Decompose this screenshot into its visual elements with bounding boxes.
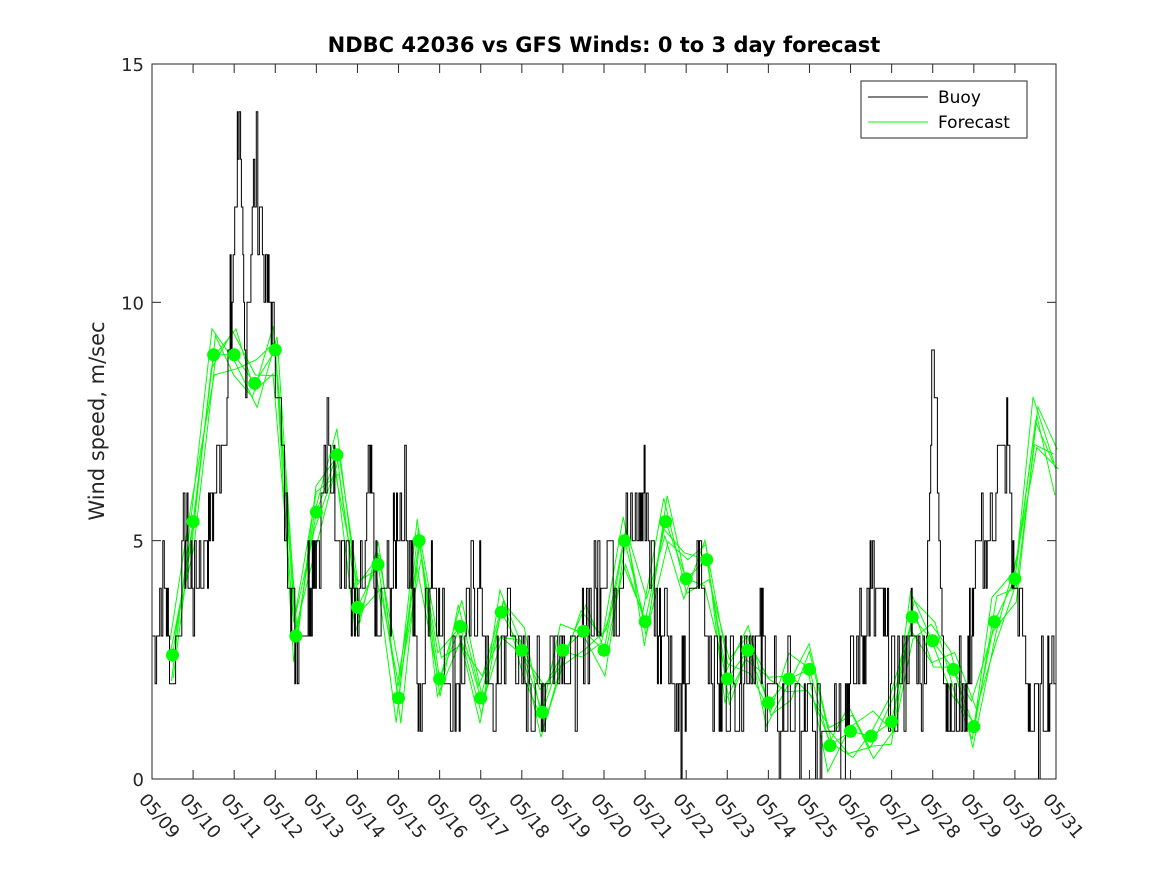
forecast-marker [166, 648, 179, 662]
forecast-marker [494, 605, 508, 619]
forecast-marker [392, 691, 405, 705]
forecast-marker [474, 691, 488, 705]
forecast-marker [864, 729, 878, 743]
y-tick-label: 10 [121, 293, 144, 314]
forecast-marker [289, 629, 303, 643]
forecast-marker [823, 739, 837, 753]
forecast-marker [741, 643, 755, 657]
y-tick-label: 5 [133, 532, 144, 553]
forecast-marker [207, 348, 221, 362]
forecast-marker [556, 643, 570, 657]
y-axis: 0 5 10 15 [121, 55, 1056, 791]
forecast-marker [248, 376, 262, 390]
forecast-marker [946, 662, 960, 676]
forecast-marker [186, 515, 200, 529]
forecast-marker [720, 672, 734, 686]
forecast-marker [515, 643, 529, 657]
y-tick-label: 0 [133, 770, 144, 791]
forecast-markers [166, 343, 1022, 753]
forecast-marker [659, 515, 673, 529]
forecast-marker [885, 715, 899, 729]
plot-background [152, 64, 1056, 779]
forecast-marker [803, 662, 816, 676]
forecast-marker [761, 696, 775, 710]
forecast-marker [309, 505, 323, 519]
legend-forecast-label: Forecast [938, 113, 1010, 133]
forecast-marker [782, 672, 796, 686]
forecast-marker [227, 348, 241, 362]
legend-buoy-label: Buoy [938, 88, 981, 108]
forecast-marker [597, 643, 611, 657]
forecast-marker [412, 534, 426, 548]
legend-box [860, 80, 1028, 139]
forecast-marker [535, 705, 549, 719]
forecast-marker [679, 572, 693, 586]
buoy-series [152, 111, 1057, 780]
forecast-marker [577, 624, 590, 638]
forecast-marker [638, 615, 652, 629]
plot-area [151, 63, 1059, 780]
forecast-marker [330, 448, 344, 462]
forecast-marker [905, 610, 919, 624]
forecast-line [173, 330, 1059, 748]
forecast-marker [351, 600, 364, 614]
forecast-marker [844, 724, 857, 738]
legend: Buoy Forecast [860, 80, 1028, 139]
buoy-line [152, 111, 1057, 780]
forecast-marker [700, 553, 714, 567]
forecast-marker [926, 634, 940, 648]
forecast-marker [453, 620, 467, 633]
forecast-marker [618, 534, 631, 548]
forecast-marker [1008, 572, 1022, 586]
y-axis-label: Wind speed, m/sec [85, 321, 109, 520]
forecast-marker [967, 720, 981, 734]
forecast-marker [433, 672, 447, 686]
forecast-marker [987, 615, 1001, 629]
chart-title: NDBC 42036 vs GFS Winds: 0 to 3 day fore… [328, 33, 881, 57]
forecast-marker [371, 558, 385, 571]
forecast-marker [268, 343, 282, 357]
y-tick-label: 15 [121, 55, 144, 76]
